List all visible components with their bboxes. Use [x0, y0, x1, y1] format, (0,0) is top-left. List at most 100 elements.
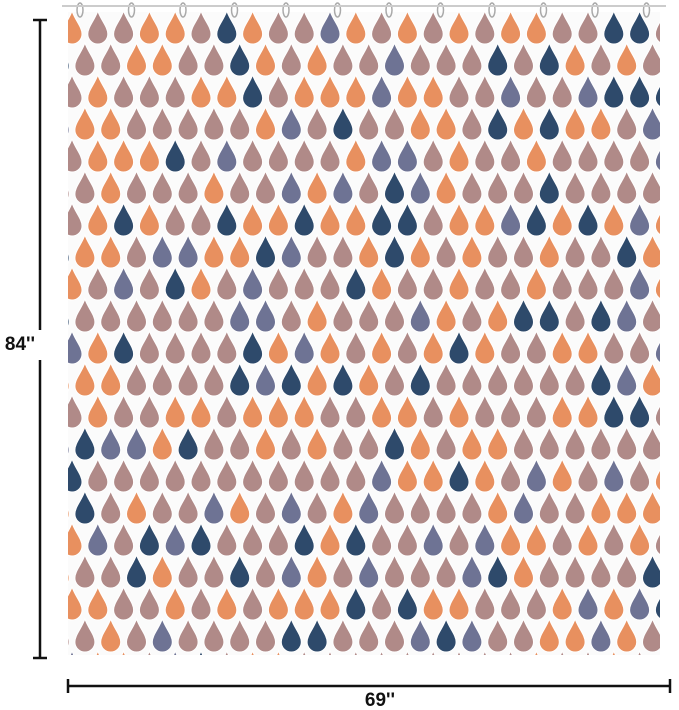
- drop: [668, 235, 679, 268]
- drop: [216, 201, 238, 237]
- drop: [435, 233, 457, 269]
- drop: [487, 41, 509, 77]
- drop: [474, 201, 496, 237]
- drop: [487, 553, 509, 589]
- drop: [603, 73, 625, 109]
- drop: [474, 585, 496, 621]
- drop: [603, 393, 625, 429]
- drop: [383, 361, 406, 397]
- drop: [306, 105, 328, 141]
- drop: [487, 361, 509, 397]
- drop: [327, 649, 333, 655]
- drop: [254, 297, 277, 333]
- drop: [164, 201, 186, 237]
- drop: [383, 489, 406, 525]
- drop: [177, 489, 199, 525]
- hook: [179, 2, 187, 18]
- drop: [68, 393, 83, 429]
- width-label: 69'': [365, 690, 395, 710]
- drop: [525, 137, 547, 173]
- drop: [190, 521, 212, 557]
- drop: [538, 41, 560, 77]
- drop: [319, 265, 341, 301]
- drop: [371, 201, 393, 237]
- drop: [280, 489, 302, 525]
- drop: [138, 265, 160, 301]
- drop: [668, 427, 679, 460]
- drop: [87, 393, 109, 429]
- drop: [164, 457, 186, 493]
- drop: [616, 361, 638, 397]
- drop: [203, 553, 225, 589]
- drop: [267, 265, 289, 301]
- drop: [125, 361, 148, 397]
- drop: [616, 41, 638, 77]
- drop: [138, 585, 160, 621]
- drop: [68, 187, 70, 200]
- drop: [629, 393, 651, 429]
- drop: [409, 553, 431, 589]
- drop: [396, 73, 418, 109]
- drop: [512, 489, 535, 525]
- drop: [500, 393, 522, 429]
- drop: [654, 212, 660, 235]
- drop: [177, 617, 199, 653]
- drop: [611, 649, 617, 655]
- drop: [474, 329, 496, 365]
- drop: [409, 617, 431, 653]
- drop: [371, 585, 393, 621]
- drop: [358, 425, 380, 461]
- drop: [216, 137, 238, 173]
- drop: [74, 489, 96, 525]
- drop: [538, 105, 560, 141]
- drop: [151, 233, 173, 269]
- drop: [49, 683, 69, 710]
- drop: [564, 297, 586, 333]
- drop: [345, 73, 367, 109]
- drop: [172, 649, 178, 655]
- drop: [267, 585, 289, 621]
- drop: [280, 41, 302, 77]
- drop: [332, 553, 354, 589]
- drop: [435, 361, 457, 397]
- drop: [564, 41, 586, 77]
- drop: [113, 585, 135, 621]
- drop: [461, 105, 483, 141]
- drop: [280, 361, 302, 397]
- drop: [151, 297, 173, 333]
- drop: [500, 137, 522, 173]
- drop: [551, 521, 573, 557]
- drop: [345, 457, 367, 493]
- drop: [280, 297, 302, 333]
- drop: [585, 649, 591, 655]
- drop: [164, 585, 186, 621]
- drop: [577, 585, 599, 621]
- drop: [430, 649, 436, 655]
- drop: [125, 489, 148, 525]
- drop: [100, 361, 122, 397]
- drop: [654, 148, 660, 171]
- drop: [383, 105, 406, 141]
- drop: [590, 41, 612, 77]
- drop: [577, 521, 599, 557]
- drop: [358, 41, 380, 77]
- drop: [345, 137, 367, 173]
- drop: [332, 169, 354, 205]
- drop: [616, 105, 638, 141]
- drop: [512, 169, 535, 205]
- drop: [358, 297, 380, 333]
- drop: [482, 649, 488, 655]
- drop: [590, 425, 612, 461]
- drop: [590, 489, 612, 525]
- drop: [551, 457, 573, 493]
- drop: [113, 393, 135, 429]
- drop: [500, 12, 522, 45]
- drop: [319, 585, 341, 621]
- drop: [616, 233, 638, 269]
- drop: [138, 329, 160, 365]
- drop: [551, 12, 573, 45]
- drop: [190, 329, 212, 365]
- drop: [551, 585, 573, 621]
- drop: [603, 457, 625, 493]
- drop: [641, 233, 660, 269]
